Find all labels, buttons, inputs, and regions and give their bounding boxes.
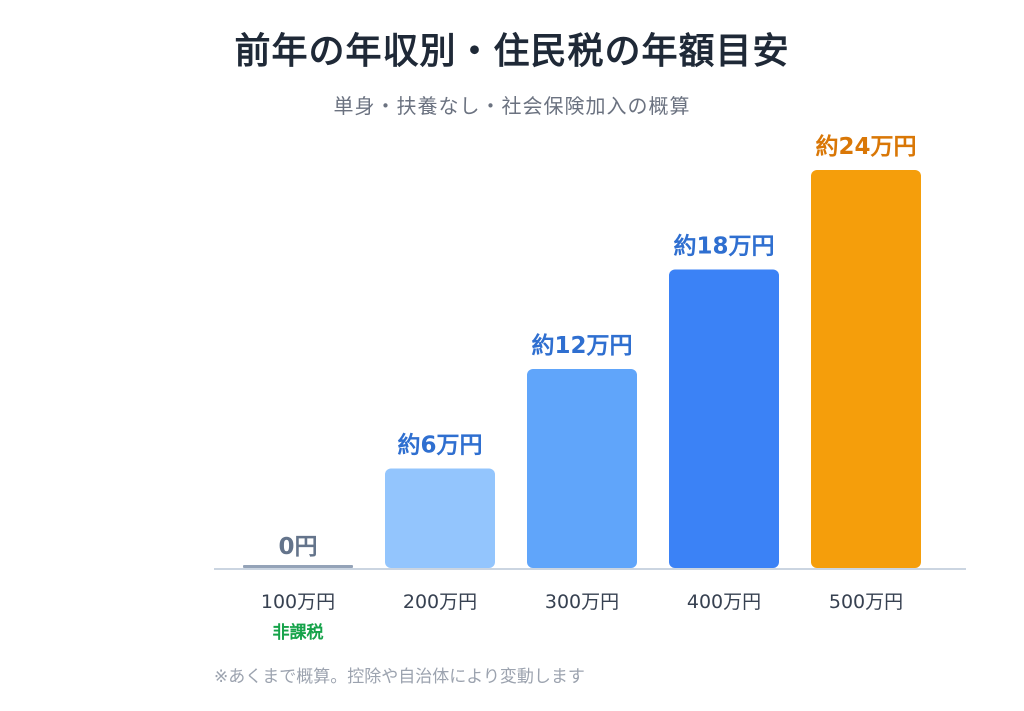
- chart-subtitle: 単身・扶養なし・社会保険加入の概算: [333, 94, 691, 118]
- x-tick-label-1: 100万円: [261, 591, 335, 613]
- x-tick-label-4: 400万円: [687, 591, 761, 613]
- x-tick-label-3: 300万円: [545, 591, 619, 613]
- bar-1: [243, 565, 353, 568]
- bar-5: [811, 170, 921, 568]
- bar-value-label-5: 約24万円: [815, 133, 916, 160]
- x-tick-label-5: 500万円: [829, 591, 903, 613]
- x-tick-label-2: 200万円: [403, 591, 477, 613]
- bar-2: [385, 468, 495, 568]
- bar-4: [669, 269, 779, 568]
- chart-footnote: ※あくまで概算。控除や自治体により変動します: [214, 667, 585, 687]
- bar-value-label-1: 0円: [278, 534, 317, 560]
- x-tick-note-1: 非課税: [273, 622, 324, 643]
- chart-title: 前年の年収別・住民税の年額目安: [234, 31, 790, 72]
- bar-value-label-2: 約6万円: [397, 432, 482, 459]
- bar-3: [527, 369, 637, 568]
- bar-value-label-3: 約12万円: [531, 332, 632, 359]
- bar-value-label-4: 約18万円: [673, 233, 774, 260]
